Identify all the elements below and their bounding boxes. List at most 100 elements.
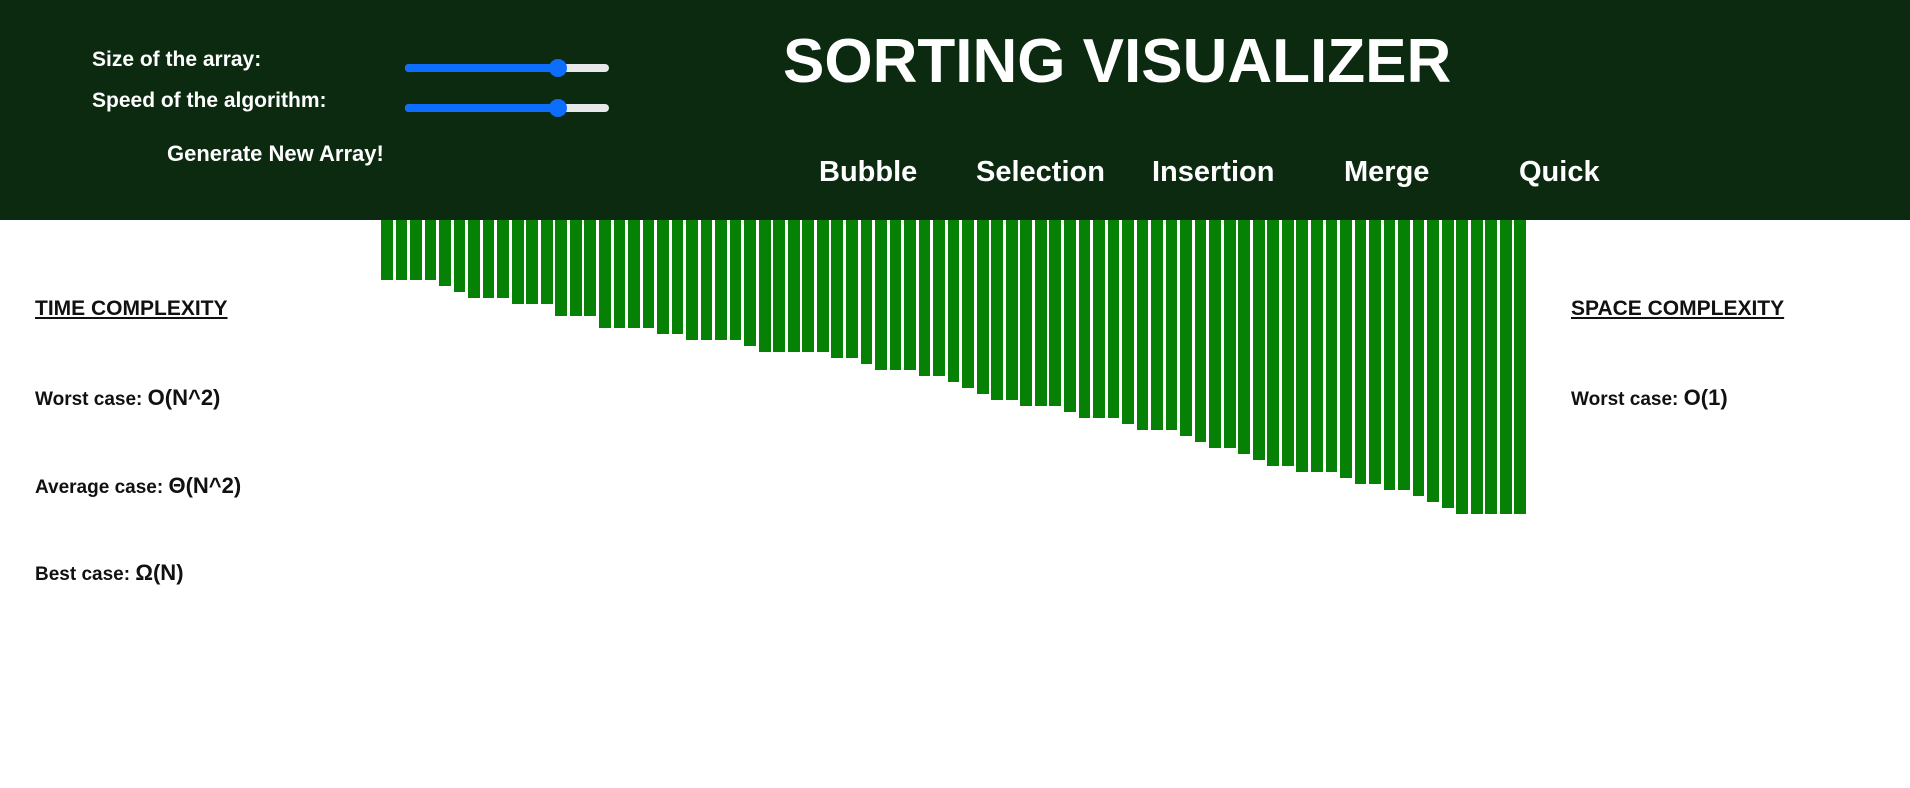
array-bar — [1485, 220, 1498, 514]
array-size-slider-thumb[interactable] — [549, 59, 567, 77]
array-bar — [787, 220, 800, 352]
selection-sort-button[interactable]: Selection — [976, 156, 1105, 188]
array-bar — [1209, 220, 1222, 448]
array-bar — [1325, 220, 1338, 472]
array-bar — [1165, 220, 1178, 430]
speed-slider-thumb[interactable] — [549, 99, 567, 117]
array-bar — [1369, 220, 1381, 484]
time-average-case: Average case: Θ(N^2) — [35, 473, 241, 499]
array-bar — [1398, 220, 1410, 490]
array-bar — [1020, 220, 1033, 406]
array-bar — [976, 220, 989, 394]
array-bar — [1470, 220, 1483, 514]
array-bar — [468, 220, 480, 298]
array-bar — [526, 220, 539, 304]
array-bar — [1383, 220, 1396, 490]
header-bar: Size of the array: Speed of the algorith… — [0, 0, 1910, 220]
merge-sort-button[interactable]: Merge — [1344, 156, 1430, 188]
array-bar — [744, 220, 756, 346]
array-bar — [1354, 220, 1367, 484]
array-bar — [381, 220, 393, 280]
array-bar — [947, 220, 960, 382]
page-title: SORTING VISUALIZER — [783, 27, 1452, 96]
array-bar — [1049, 220, 1062, 406]
array-bar — [1412, 220, 1425, 496]
array-bar — [1005, 220, 1018, 400]
array-bars-container — [381, 220, 1529, 530]
time-average-case-label: Average case: — [35, 477, 164, 498]
time-best-case: Best case: Ω(N) — [35, 560, 184, 586]
array-bar — [453, 220, 466, 292]
array-bar — [497, 220, 509, 298]
array-size-slider-fill — [405, 64, 558, 72]
array-bar — [773, 220, 786, 352]
array-bar — [991, 220, 1004, 400]
array-bar — [410, 220, 422, 280]
array-bar — [1252, 220, 1265, 460]
time-average-case-value: Θ(N^2) — [168, 473, 242, 498]
array-bar — [918, 220, 931, 376]
array-bar — [613, 220, 626, 328]
array-bar — [642, 220, 655, 328]
array-bar — [555, 220, 568, 316]
array-bar — [1281, 220, 1294, 466]
array-bar — [439, 220, 451, 286]
array-bar — [846, 220, 858, 358]
array-bar — [1238, 220, 1251, 454]
time-complexity-heading: TIME COMPLEXITY — [35, 297, 228, 320]
time-best-case-value: Ω(N) — [135, 560, 184, 585]
array-bar — [860, 220, 873, 364]
array-bar — [729, 220, 742, 340]
array-bar — [816, 220, 829, 352]
array-bar — [1296, 220, 1309, 472]
array-bar — [889, 220, 902, 370]
array-bar — [1034, 220, 1047, 406]
array-bar — [1122, 220, 1134, 424]
time-worst-case-value: O(N^2) — [147, 385, 221, 410]
space-worst-case-label: Worst case: — [1571, 389, 1679, 410]
time-worst-case-label: Worst case: — [35, 389, 143, 410]
array-bar — [1078, 220, 1091, 418]
array-bar — [686, 220, 698, 340]
array-bar — [1151, 220, 1163, 430]
speed-slider-fill — [405, 104, 558, 112]
time-best-case-label: Best case: — [35, 564, 131, 585]
array-bar — [700, 220, 713, 340]
array-bar — [1223, 220, 1236, 448]
array-bar — [584, 220, 597, 316]
array-bar — [424, 220, 437, 280]
speed-slider[interactable] — [405, 99, 609, 117]
insertion-sort-button[interactable]: Insertion — [1152, 156, 1275, 188]
array-bar — [962, 220, 974, 388]
array-bar — [671, 220, 684, 334]
array-size-slider[interactable] — [405, 59, 609, 77]
array-bar — [657, 220, 669, 334]
array-bar — [758, 220, 771, 352]
array-bar — [904, 220, 916, 370]
array-bar — [1427, 220, 1439, 502]
array-bar — [628, 220, 640, 328]
array-bar — [802, 220, 815, 352]
array-bar — [1107, 220, 1120, 418]
bubble-sort-button[interactable]: Bubble — [819, 156, 918, 188]
array-bar — [933, 220, 945, 376]
array-bar — [482, 220, 495, 298]
quick-sort-button[interactable]: Quick — [1519, 156, 1600, 188]
speed-label: Speed of the algorithm: — [92, 89, 327, 112]
array-size-label: Size of the array: — [92, 48, 262, 71]
space-worst-case-value: O(1) — [1683, 385, 1728, 410]
array-bar — [395, 220, 408, 280]
array-bar — [1136, 220, 1149, 430]
array-bar — [1180, 220, 1192, 436]
array-bar — [598, 220, 611, 328]
array-bar — [511, 220, 524, 304]
array-bar — [1499, 220, 1512, 514]
array-bar — [1093, 220, 1105, 418]
array-bar — [875, 220, 887, 370]
array-bar — [1063, 220, 1076, 412]
generate-array-button[interactable]: Generate New Array! — [167, 141, 384, 166]
array-bar — [569, 220, 582, 316]
space-worst-case: Worst case: O(1) — [1571, 385, 1728, 411]
array-bar — [1514, 220, 1527, 514]
array-bar — [1456, 220, 1469, 514]
